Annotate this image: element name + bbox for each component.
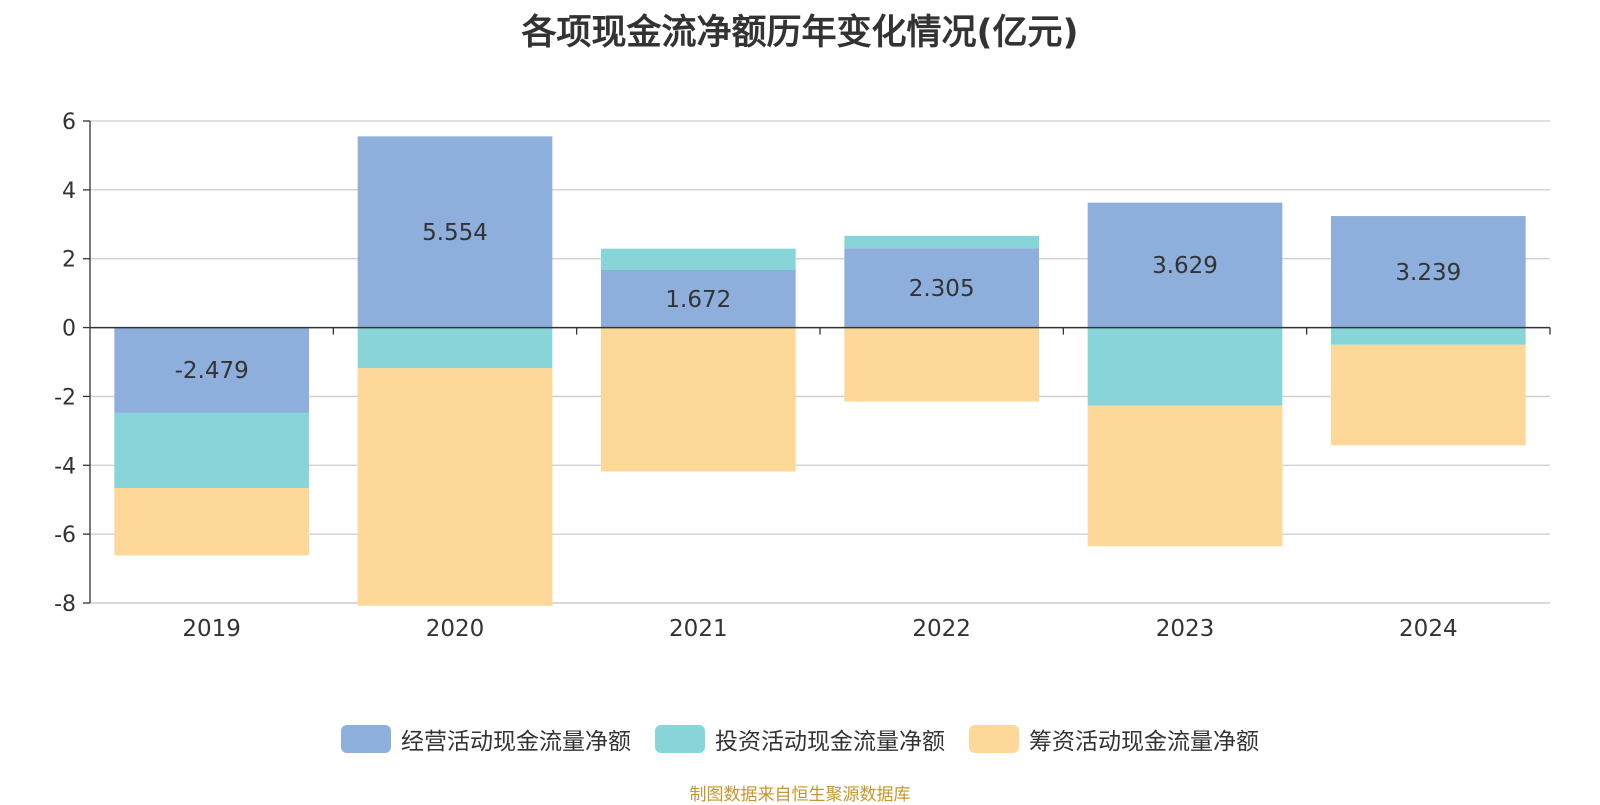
bar-investing-2023[interactable] (1087, 327, 1283, 406)
y-tick-label: 0 (62, 317, 76, 342)
bar-investing-2024[interactable] (1331, 327, 1526, 345)
y-tick-label: -8 (54, 592, 76, 617)
bar-financing-2023[interactable] (1087, 405, 1283, 547)
bar-investing-2020[interactable] (357, 327, 553, 369)
legend-label-financing: 筹资活动现金流量净额 (1029, 729, 1259, 755)
legend-swatch-operating (341, 725, 391, 753)
source-note: 制图数据来自恒生聚源数据库 (689, 785, 911, 805)
x-tick-label-2020: 2020 (426, 616, 485, 642)
bar-financing-2021[interactable] (601, 327, 796, 472)
legend-swatch-investing (655, 725, 705, 753)
data-label-2023: 3.629 (1152, 253, 1218, 279)
bar-operating-2020[interactable] (357, 136, 553, 328)
grid-lines (90, 120, 1550, 604)
bar-investing-2021[interactable] (601, 248, 796, 271)
bar-operating-2019[interactable] (114, 327, 309, 413)
bar-operating-2022[interactable] (844, 248, 1039, 328)
legend-swatch-financing (969, 725, 1019, 753)
x-tick-label-2021: 2021 (669, 616, 728, 642)
data-label-2022: 2.305 (909, 276, 975, 302)
bar-financing-2020[interactable] (357, 368, 553, 606)
bar-financing-2019[interactable] (114, 487, 309, 556)
legend-label-investing: 投资活动现金流量净额 (715, 729, 945, 755)
legend: 经营活动现金流量净额 投资活动现金流量净额 筹资活动现金流量净额 (0, 722, 1600, 756)
y-tick-label: -2 (54, 385, 76, 410)
bar-operating-2021[interactable] (601, 270, 796, 328)
data-label-2019: -2.479 (175, 358, 249, 384)
y-tick-label: 2 (62, 248, 76, 273)
bars (114, 136, 1526, 606)
legend-label-operating: 经营活动现金流量净额 (401, 729, 631, 755)
y-tick-label: 4 (62, 179, 76, 204)
data-label-2024: 3.239 (1395, 260, 1461, 286)
legend-item-financing[interactable]: 筹资活动现金流量净额 (969, 722, 1259, 756)
bar-financing-2022[interactable] (844, 327, 1039, 402)
y-tick-label: -6 (54, 523, 76, 548)
bar-investing-2019[interactable] (114, 412, 309, 488)
x-tick-label-2024: 2024 (1399, 616, 1458, 642)
bar-investing-2022[interactable] (844, 235, 1039, 249)
y-tick-label: 6 (62, 110, 76, 135)
data-labels: -2.479 5.554 1.672 2.305 3.629 3.239 (175, 220, 1462, 384)
legend-item-operating[interactable]: 经营活动现金流量净额 (341, 722, 631, 756)
axes: -8 -6 -4 -2 0 2 4 6 2019 2020 2021 2022 2023 2024 (54, 110, 1551, 642)
x-tick-label-2019: 2019 (182, 616, 241, 642)
bar-financing-2024[interactable] (1331, 344, 1526, 446)
x-tick-label-2022: 2022 (912, 616, 971, 642)
bar-operating-2023[interactable] (1087, 202, 1283, 328)
bar-operating-2024[interactable] (1331, 216, 1526, 328)
x-tick-label-2023: 2023 (1156, 616, 1215, 642)
data-label-2021: 1.672 (665, 287, 731, 313)
chart-title: 各项现金流净额历年变化情况(亿元) (521, 13, 1079, 53)
data-label-2020: 5.554 (422, 220, 488, 246)
legend-item-investing[interactable]: 投资活动现金流量净额 (655, 722, 945, 756)
y-tick-label: -4 (54, 454, 76, 479)
